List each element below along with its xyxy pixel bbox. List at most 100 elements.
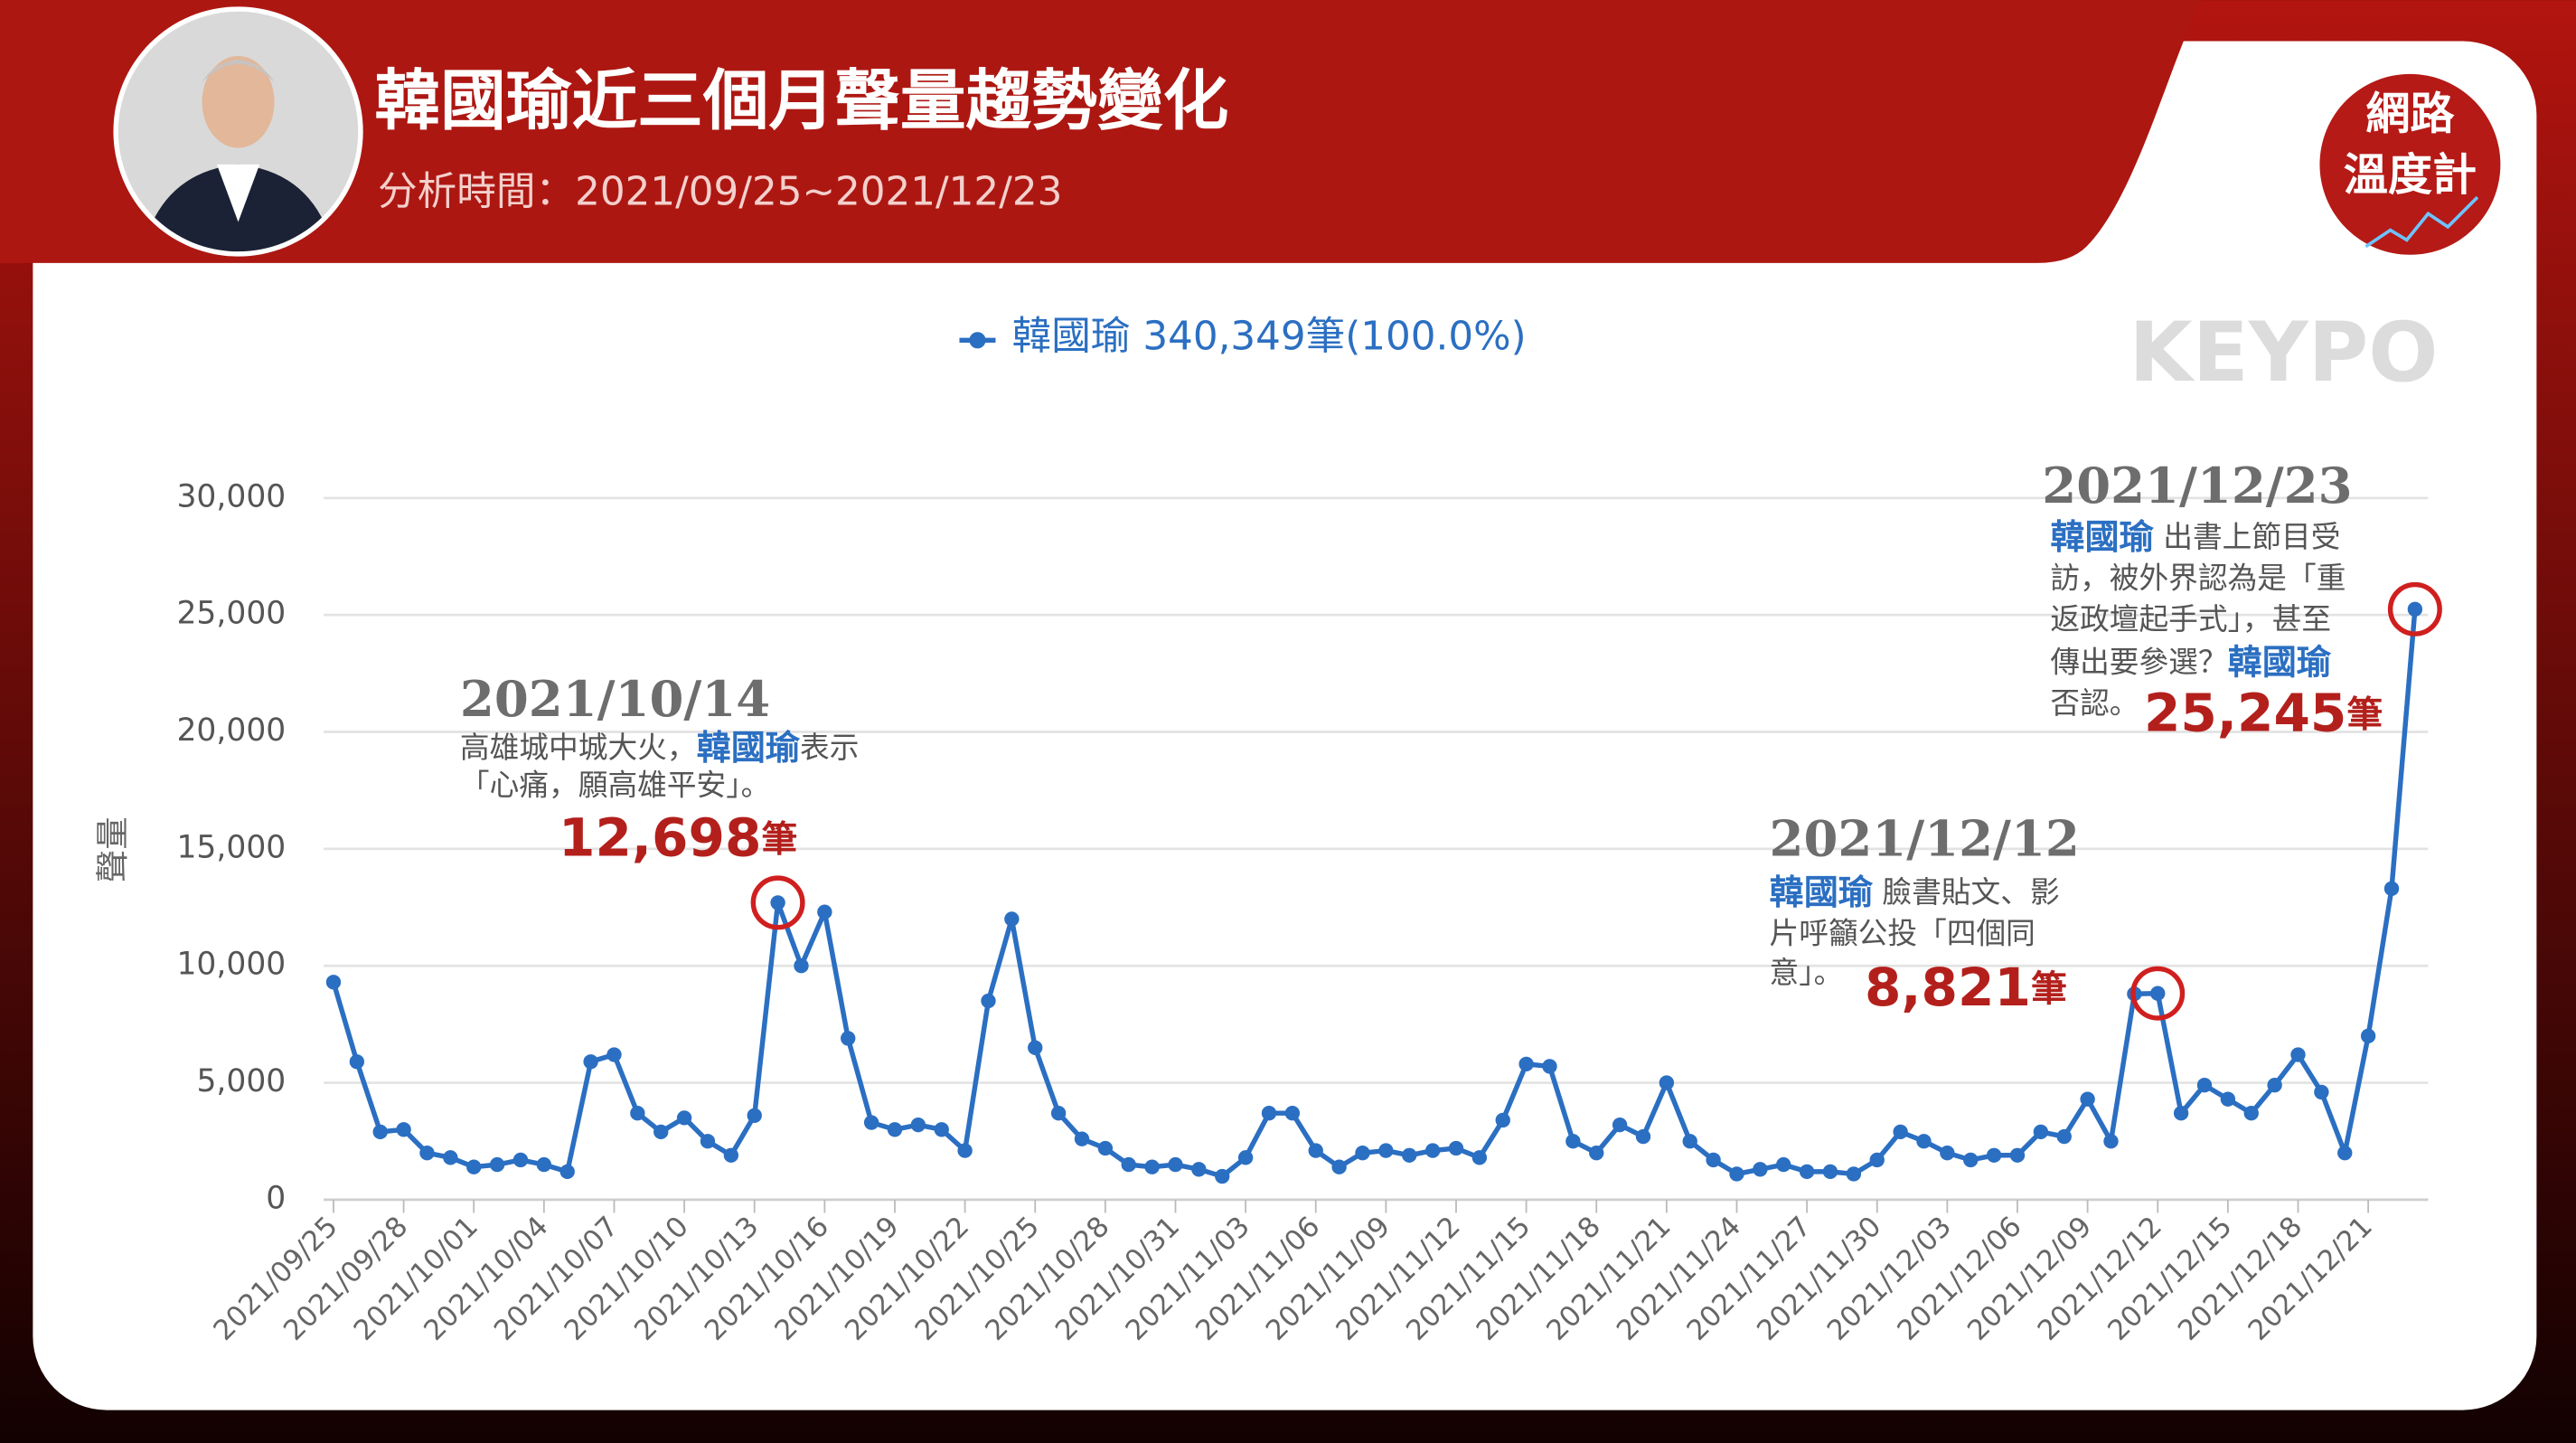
point xyxy=(676,1110,692,1126)
annotation-text: 傳出要參選？韓國瑜 xyxy=(2050,642,2332,682)
point xyxy=(1237,1150,1254,1165)
point xyxy=(1331,1159,1347,1174)
point xyxy=(583,1054,598,1070)
point xyxy=(2314,1084,2329,1100)
annotation-name: 韓國瑜 xyxy=(2050,517,2154,557)
annotation-segment: 片呼籲公投「四個同 xyxy=(1770,916,2035,950)
point xyxy=(1869,1152,1885,1168)
point xyxy=(2290,1047,2306,1062)
point xyxy=(1004,911,1020,927)
point xyxy=(606,1047,622,1062)
point xyxy=(957,1143,973,1158)
point xyxy=(817,904,832,920)
value-label: 8,821筆 xyxy=(1865,957,2067,1018)
annotation-segment: 「心痛，願高雄平安」。 xyxy=(460,769,770,803)
legend-marker xyxy=(969,332,986,349)
annotation-text: 訪，被外界認為是「重 xyxy=(2050,561,2346,596)
point xyxy=(1424,1143,1441,1158)
point xyxy=(1659,1075,1675,1090)
highlight-ring xyxy=(750,875,805,930)
highlight-ring xyxy=(2130,966,2186,1021)
point xyxy=(2337,1146,2353,1161)
annotation-segment: 否認。 xyxy=(2050,686,2139,721)
point xyxy=(630,1106,645,1121)
annotation-text: 韓國瑜 臉書貼文、影 xyxy=(1770,872,2060,911)
point xyxy=(2220,1091,2236,1107)
point xyxy=(723,1147,739,1163)
point xyxy=(2407,601,2423,617)
photo xyxy=(118,11,359,252)
point xyxy=(1916,1134,1932,1149)
point xyxy=(1448,1140,1464,1156)
annotation-segment: 訪，被外界認為是「重 xyxy=(2050,561,2346,596)
point xyxy=(1589,1146,1604,1161)
watermark: KEYPO xyxy=(2129,306,2438,401)
point xyxy=(981,993,996,1009)
point xyxy=(747,1108,762,1123)
point xyxy=(1776,1156,1791,1173)
point xyxy=(1050,1106,1067,1121)
annotation-segment: 傳出要參選？ xyxy=(2050,645,2227,679)
annotation-name: 韓國瑜 xyxy=(1770,872,1874,911)
annotation-name: 韓國瑜 xyxy=(2228,642,2332,682)
point xyxy=(2243,1106,2259,1121)
point xyxy=(1542,1059,1557,1074)
point xyxy=(770,895,785,910)
card xyxy=(33,41,2537,1410)
point xyxy=(1682,1134,1697,1149)
point xyxy=(349,1054,365,1070)
logo-text: 網路 xyxy=(2365,88,2455,140)
logo-text: 溫度計 xyxy=(2344,148,2477,201)
point xyxy=(1097,1140,1114,1156)
point xyxy=(1144,1159,1160,1174)
annotation-date: 2021/12/23 xyxy=(2042,457,2352,514)
point xyxy=(2267,1077,2282,1093)
point xyxy=(466,1159,482,1174)
y-tick-label: 15,000 xyxy=(176,829,286,865)
value-label: 12,698筆 xyxy=(559,807,797,869)
title: 韓國瑜近三個月聲量趨勢變化 xyxy=(374,63,1228,139)
point xyxy=(1378,1143,1394,1158)
point xyxy=(841,1031,856,1046)
y-tick-label: 25,000 xyxy=(176,596,286,632)
point xyxy=(863,1115,879,1130)
point xyxy=(325,975,342,990)
y-tick-label: 0 xyxy=(266,1180,286,1216)
point xyxy=(1168,1156,1183,1173)
y-tick-label: 5,000 xyxy=(196,1063,286,1099)
logo-graphic xyxy=(2364,195,2479,249)
subtitle: 分析時間：2021/09/25~2021/12/23 xyxy=(378,170,1062,215)
annotation-segment: 出書上節目受 xyxy=(2154,520,2341,554)
annotation-segment: 高雄城中城大火， xyxy=(460,731,697,765)
logo-badge xyxy=(2319,73,2501,255)
point xyxy=(396,1122,411,1137)
header-band xyxy=(0,0,2202,263)
point xyxy=(1518,1056,1534,1072)
annotation-text: 高雄城中城大火，韓國瑜表示 xyxy=(460,727,860,767)
point xyxy=(1893,1124,1908,1140)
point xyxy=(1822,1164,1838,1180)
point xyxy=(1191,1162,1207,1177)
point xyxy=(1986,1147,2002,1163)
point xyxy=(794,958,809,974)
point xyxy=(1729,1166,1744,1182)
annotation-date: 2021/12/12 xyxy=(1770,810,2080,868)
point xyxy=(1753,1162,1768,1177)
point xyxy=(1495,1112,1510,1128)
point xyxy=(443,1150,458,1165)
point xyxy=(910,1117,926,1133)
point xyxy=(1799,1164,1815,1180)
point xyxy=(1074,1131,1090,1146)
annotation-text: 片呼籲公投「四個同 xyxy=(1770,916,2035,950)
value-label: 25,245筆 xyxy=(2144,683,2383,744)
point xyxy=(887,1122,903,1137)
annotation-text: 韓國瑜 出書上節目受 xyxy=(2050,517,2340,557)
annotation-text: 否認。 xyxy=(2050,686,2139,721)
point xyxy=(1612,1117,1628,1133)
legend-label[interactable]: 韓國瑜 340,349筆(100.0%) xyxy=(1012,314,1527,359)
annotation-segment: 意」。 xyxy=(1770,956,1844,990)
annotation-segment: 返政壇起手式」，甚至 xyxy=(2050,602,2331,637)
point xyxy=(2103,1134,2119,1149)
annotation-text: 「心痛，願高雄平安」。 xyxy=(460,769,770,803)
point xyxy=(1402,1147,1417,1163)
